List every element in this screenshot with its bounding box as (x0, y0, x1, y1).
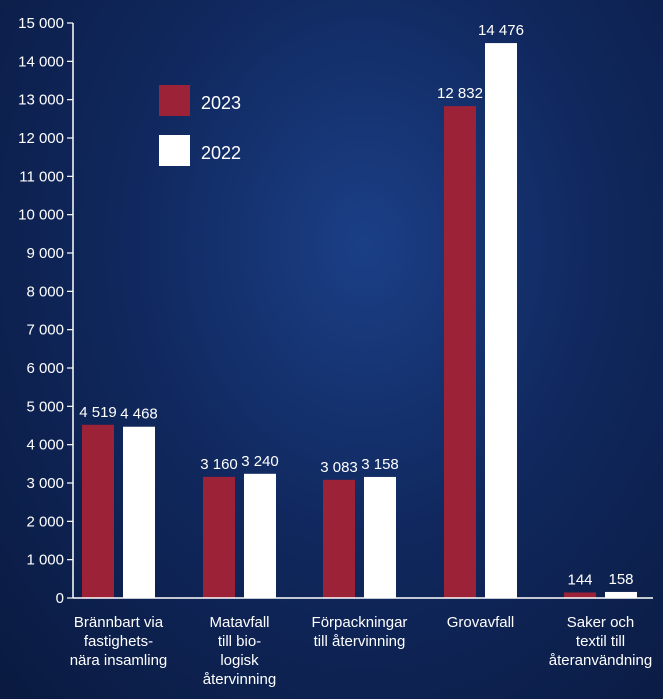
bar-2022-1 (244, 473, 276, 598)
bar-2023-2 (323, 479, 355, 598)
legend-swatch-2022 (159, 135, 190, 166)
y-tick-label: 3 000 (26, 475, 64, 492)
y-axis: 0 1 000 2 000 3 000 4 000 5 000 6 000 7 000 8 00… (18, 15, 74, 607)
y-tick-label: 9 000 (26, 245, 64, 262)
data-label-2022-4: 158 (608, 571, 633, 588)
legend: 2023 2022 (159, 85, 241, 166)
x-axis: Brännbart via fastighets-nära insamling Ma… (70, 597, 653, 688)
category-label: Brännbart via fastighets-nära insamling (70, 614, 168, 669)
bar-2022-2 (364, 476, 396, 598)
bar-2022-4 (605, 591, 637, 598)
data-label-2023-4: 144 (567, 571, 592, 588)
y-tick-label: 6 000 (26, 360, 64, 377)
category-label: Matavfall till bio-logisk återvinning (203, 614, 276, 688)
y-tick-label: 2 000 (26, 513, 64, 530)
legend-label-2022: 2022 (201, 143, 241, 163)
data-label-2022-2: 3 158 (361, 456, 399, 473)
bars: 4 519 3 160 3 083 12 832 144 4 468 3 240 3 158 1… (79, 22, 637, 599)
category-label: Saker och textil till återanvändning (549, 614, 652, 669)
category-label: Förpackningar till återvinning (312, 614, 408, 650)
bar-2023-0 (82, 424, 114, 598)
y-tick-label: 12 000 (18, 130, 64, 147)
y-tick-label: 15 000 (18, 15, 64, 32)
data-label-2023-1: 3 160 (200, 456, 238, 473)
y-tick-label: 14 000 (18, 53, 64, 70)
data-label-2023-3: 12 832 (437, 85, 483, 102)
bar-2022-0 (123, 426, 155, 598)
y-tick-label: 8 000 (26, 283, 64, 300)
legend-label-2023: 2023 (201, 93, 241, 113)
legend-swatch-2023 (159, 85, 190, 116)
bar-2023-4 (564, 592, 596, 598)
data-label-2023-0: 4 519 (79, 404, 117, 421)
data-label-2022-0: 4 468 (120, 406, 158, 423)
data-label-2022-3: 14 476 (478, 22, 524, 39)
data-label-2023-2: 3 083 (320, 459, 358, 476)
y-tick-label: 0 (56, 590, 64, 607)
y-tick-label: 13 000 (18, 92, 64, 109)
data-label-2022-1: 3 240 (241, 453, 279, 470)
y-tick-label: 11 000 (19, 168, 64, 185)
y-tick-label: 7 000 (26, 322, 64, 339)
bar-2022-3 (485, 43, 517, 598)
category-label: Grovavfall (447, 614, 515, 631)
y-tick-label: 1 000 (26, 552, 64, 569)
y-tick-label: 5 000 (26, 398, 64, 415)
bar-2023-1 (203, 476, 235, 598)
y-tick-label: 4 000 (26, 437, 64, 454)
bar-2023-3 (444, 106, 476, 599)
y-tick-label: 10 000 (18, 207, 64, 224)
